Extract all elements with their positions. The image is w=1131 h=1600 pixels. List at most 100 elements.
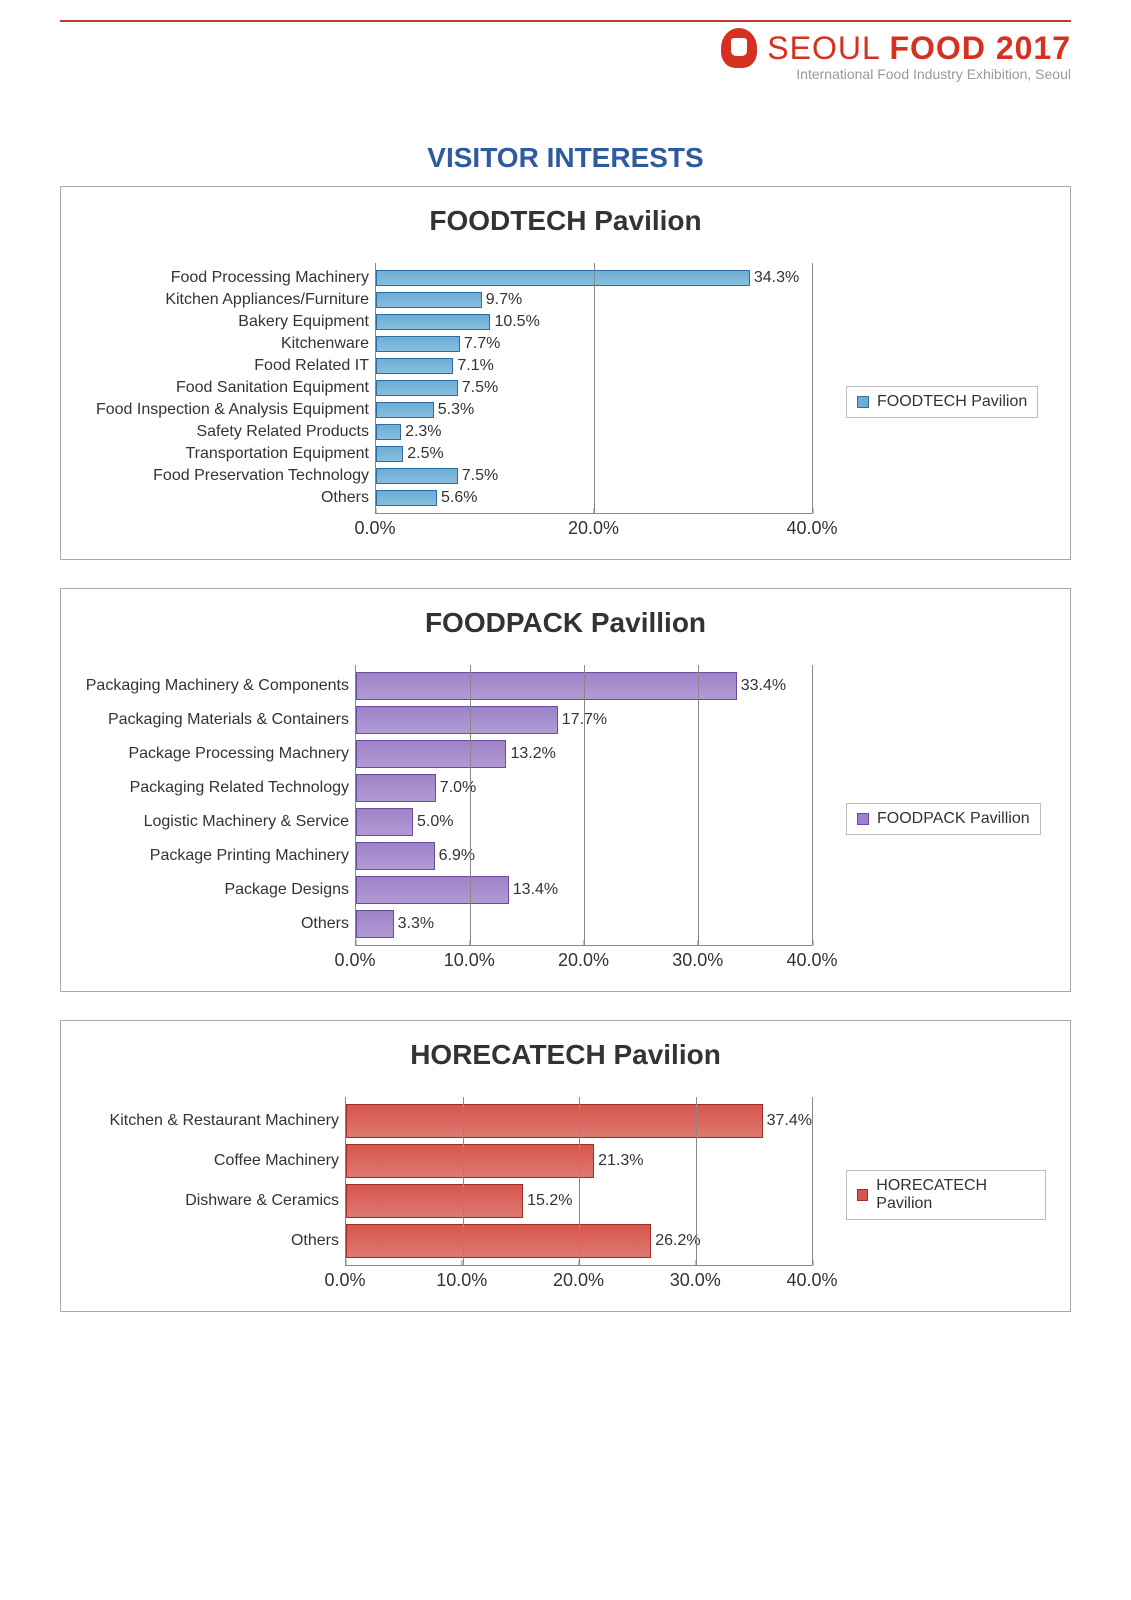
bar-rect [356,808,413,836]
bar-rect [376,358,453,374]
bar-value-label: 5.0% [417,813,453,831]
bar-label: Packaging Related Technology [85,771,355,805]
bar-rect [356,706,558,734]
bar-label: Food Inspection & Analysis Equipment [85,399,375,421]
section-title: VISITOR INTERESTS [60,142,1071,174]
bar-label: Others [85,1221,345,1261]
page-header: SEOUL FOOD 2017 International Food Indus… [60,20,1071,82]
bar-rect [376,402,434,418]
bar-rect [376,336,460,352]
chart-foodtech: FOODTECH Pavilion Food Processing Machine… [60,186,1071,560]
bar-rect [376,446,403,462]
x-tick-label: 40.0% [786,514,837,539]
logo-icon [721,28,757,68]
bar-value-label: 7.5% [462,379,498,397]
bar-rect [376,314,490,330]
bar-rect [376,468,458,484]
logo-text-bold: FOOD [889,30,995,66]
bar-rect [346,1184,523,1218]
logo-text-thin: SEOUL [767,30,889,66]
bar-rect [356,740,506,768]
chart-foodpack: FOODPACK Pavillion Packaging Machinery & … [60,588,1071,992]
x-tick-label: 20.0% [568,514,619,539]
chart-horecatech: HORECATECH Pavilion Kitchen & Restaurant … [60,1020,1071,1312]
legend-swatch [857,1189,868,1201]
bar-value-label: 2.5% [407,445,443,463]
charts-container: FOODTECH Pavilion Food Processing Machine… [60,186,1071,1312]
gridline [594,263,595,513]
bar-label: Food Related IT [85,355,375,377]
bar-label: Others [85,487,375,509]
bar-label: Dishware & Ceramics [85,1181,345,1221]
x-tick-label: 30.0% [672,946,723,971]
gridline [812,263,813,513]
bar-rect [376,270,750,286]
bar-value-label: 21.3% [598,1152,643,1170]
bar-value-label: 5.6% [441,489,477,507]
x-axis: 0.0%10.0%20.0%30.0%40.0% [355,945,812,973]
bar-label: Safety Related Products [85,421,375,443]
gridline [696,1097,697,1265]
bar-rect [376,380,458,396]
bar-label: Packaging Machinery & Components [85,669,355,703]
x-tick-label: 40.0% [786,946,837,971]
chart-title: FOODPACK Pavillion [85,607,1046,639]
x-tick-label: 20.0% [558,946,609,971]
bar-rect [356,774,436,802]
gridline [463,1097,464,1265]
bar-value-label: 13.4% [513,881,558,899]
bar-label: Package Designs [85,873,355,907]
bar-value-label: 7.5% [462,467,498,485]
gridline [812,665,813,945]
bar-rect [346,1144,594,1178]
bar-value-label: 33.4% [741,677,786,695]
bar-value-label: 13.2% [510,745,555,763]
bar-label: Food Processing Machinery [85,267,375,289]
bar-rect [346,1104,763,1138]
legend-label: HORECATECH Pavilion [876,1177,1035,1213]
bar-value-label: 5.3% [438,401,474,419]
x-tick-label: 0.0% [324,1266,365,1291]
logo-text: SEOUL FOOD 2017 [767,30,1071,67]
bar-value-label: 34.3% [754,269,799,287]
bar-label: Kitchen Appliances/Furniture [85,289,375,311]
x-tick-label: 0.0% [354,514,395,539]
bar-label: Food Sanitation Equipment [85,377,375,399]
legend-label: FOODPACK Pavillion [877,810,1030,828]
bar-label: Package Printing Machinery [85,839,355,873]
bar-label: Transportation Equipment [85,443,375,465]
bar-value-label: 3.3% [398,915,434,933]
legend-swatch [857,396,869,408]
bar-value-label: 7.1% [457,357,493,375]
bar-rect [356,910,394,938]
x-tick-label: 10.0% [436,1266,487,1291]
x-tick-label: 10.0% [444,946,495,971]
chart-legend: FOODPACK Pavillion [846,803,1041,835]
logo-year: 2017 [996,30,1071,66]
bar-value-label: 2.3% [405,423,441,441]
x-axis: 0.0%20.0%40.0% [375,513,812,541]
bar-rect [356,842,435,870]
bar-value-label: 10.5% [494,313,539,331]
bar-label: Bakery Equipment [85,311,375,333]
chart-legend: HORECATECH Pavilion [846,1170,1046,1220]
legend-label: FOODTECH Pavilion [877,393,1027,411]
gridline [698,665,699,945]
bar-label: Others [85,907,355,941]
bar-label: Kitchen & Restaurant Machinery [85,1101,345,1141]
chart-title: HORECATECH Pavilion [85,1039,1046,1071]
x-tick-label: 0.0% [334,946,375,971]
bar-value-label: 26.2% [655,1232,700,1250]
x-tick-label: 30.0% [670,1266,721,1291]
bar-label: Food Preservation Technology [85,465,375,487]
bar-rect [376,490,437,506]
bar-value-label: 7.7% [464,335,500,353]
gridline [584,665,585,945]
gridline [470,665,471,945]
bar-rect [376,292,482,308]
x-tick-label: 20.0% [553,1266,604,1291]
gridline [579,1097,580,1265]
bar-value-label: 37.4% [767,1112,812,1130]
bar-value-label: 9.7% [486,291,522,309]
bar-rect [356,672,737,700]
